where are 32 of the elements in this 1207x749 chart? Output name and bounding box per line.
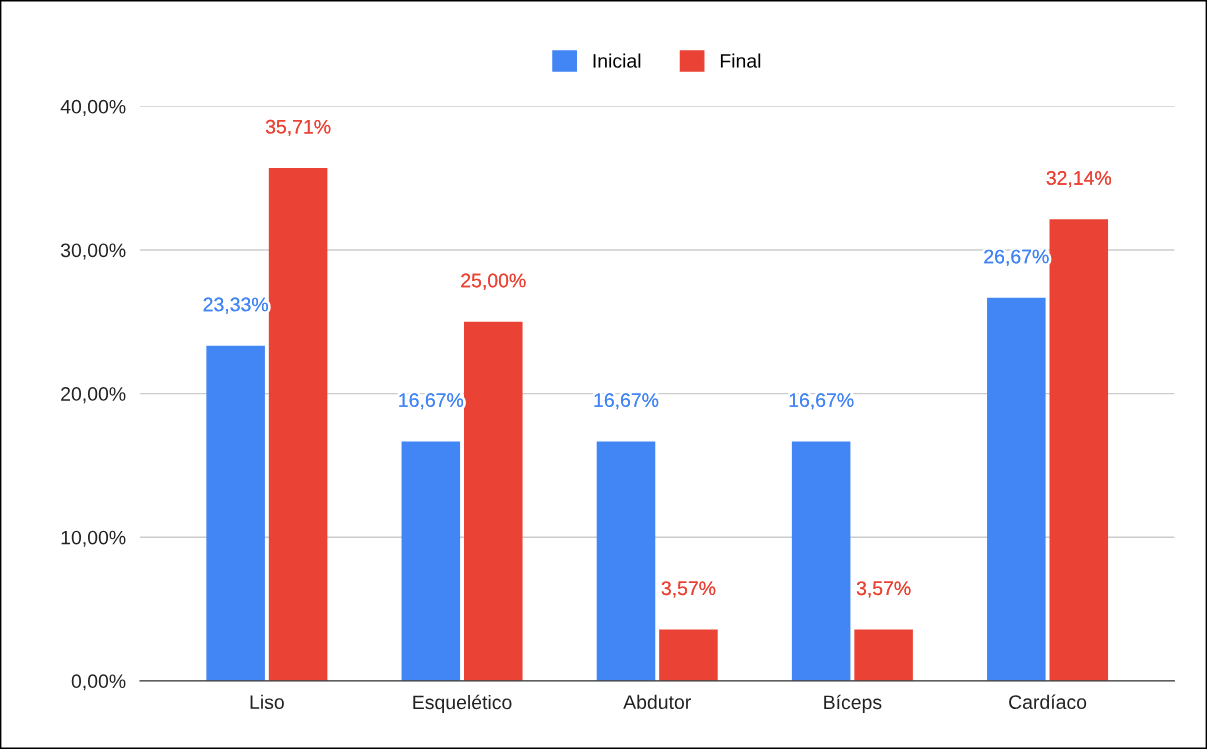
data-label: 16,67% bbox=[399, 393, 464, 410]
data-label: 23,33% bbox=[203, 297, 268, 314]
y-tick-label: 20,00% bbox=[61, 387, 126, 404]
bar bbox=[268, 167, 328, 681]
data-label: 3,57% bbox=[856, 581, 911, 598]
legend-label: Inicial bbox=[593, 53, 641, 68]
bar bbox=[1049, 219, 1109, 681]
x-tick-label: Esquelético bbox=[413, 694, 512, 714]
x-tick-label: Abdutor bbox=[623, 694, 691, 710]
x-tick-label: Cardíaco bbox=[1009, 694, 1087, 710]
x-tick-label: Bíceps bbox=[824, 694, 882, 714]
y-tick-label: 40,00% bbox=[60, 99, 126, 116]
bar bbox=[659, 629, 718, 681]
bar bbox=[791, 441, 851, 681]
data-label: 3,57% bbox=[661, 581, 716, 598]
data-label: 32,14% bbox=[1046, 171, 1112, 188]
x-tick-label: Liso bbox=[250, 694, 284, 710]
bar bbox=[596, 441, 656, 681]
bar bbox=[854, 629, 913, 681]
data-label: 26,67% bbox=[984, 249, 1049, 266]
legend-label: Final bbox=[720, 53, 761, 68]
y-tick-label: 0,00% bbox=[71, 674, 126, 691]
y-tick-label: 10,00% bbox=[61, 530, 126, 547]
data-label: 35,71% bbox=[265, 119, 331, 136]
bar bbox=[463, 321, 523, 681]
bar bbox=[401, 441, 461, 681]
y-tick-label: 30,00% bbox=[60, 243, 126, 260]
data-label: 16,67% bbox=[594, 393, 659, 410]
data-label: 25,00% bbox=[461, 273, 526, 290]
data-label: 16,67% bbox=[789, 393, 854, 410]
bar bbox=[206, 345, 265, 681]
bar bbox=[987, 297, 1046, 681]
